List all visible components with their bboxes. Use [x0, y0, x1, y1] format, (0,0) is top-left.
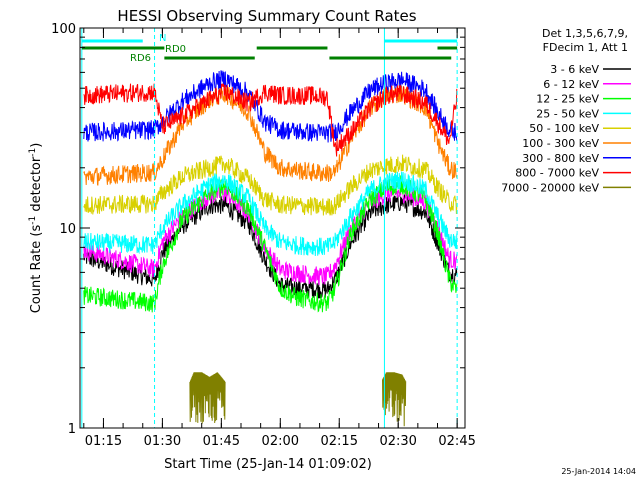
y-axis-label-end: ): [29, 143, 44, 148]
chart-title: HESSI Observing Summary Count Rates: [117, 7, 416, 25]
series-line-8-1: [382, 372, 407, 427]
y-axis-label-main: Count Rate (s: [29, 225, 44, 314]
series-line-0-0: [83, 193, 458, 299]
legend-label-6: 300 - 800 keV: [522, 152, 599, 165]
y-axis: 1 10 100: [51, 22, 465, 437]
legend-label-7: 800 - 7000 keV: [515, 167, 599, 180]
legend-label-5: 100 - 300 keV: [522, 137, 599, 150]
series-line-7-0: [83, 83, 458, 157]
legend-header-1: FDecim 1, Att 1: [543, 41, 628, 54]
x-tick-label-6: 02:45: [438, 434, 475, 449]
y-axis-label: Count Rate (s-1 detector-1): [28, 143, 44, 314]
y-axis-label-exponent-1: -1: [28, 216, 38, 225]
y-tick-label-2: 100: [51, 22, 76, 37]
y-axis-label-middle: detector: [29, 156, 44, 216]
x-axis: 01:15 01:30 01:45 02:00 02:15 02:30 02:45: [83, 28, 476, 449]
x-axis-label: Start Time (25-Jan-14 01:09:02): [164, 457, 372, 472]
y-tick-label-1: 10: [59, 222, 76, 237]
series-line-3-0: [83, 171, 458, 257]
series-layer: [83, 70, 458, 427]
x-tick-label-2: 01:45: [203, 434, 240, 449]
y-axis-label-exponent-2: -1: [28, 148, 38, 157]
legend-label-1: 6 - 12 keV: [543, 78, 599, 91]
footer-date: 25-Jan-2014 14:04: [561, 467, 636, 476]
flag-label-rd0: RD0: [165, 44, 186, 55]
flag-label-rd6: RD6: [130, 53, 151, 64]
x-tick-label-5: 02:30: [379, 434, 416, 449]
legend-label-2: 12 - 25 keV: [536, 93, 599, 106]
legend-label-8: 7000 - 20000 keV: [501, 181, 599, 194]
flag-label-n: N: [159, 33, 166, 44]
y-tick-label-0: 1: [68, 422, 76, 437]
x-tick-label-0: 01:15: [85, 434, 122, 449]
legend-header-0: Det 1,3,5,6,7,9,: [542, 27, 628, 40]
series-line-4-0: [83, 154, 458, 216]
x-tick-label-4: 02:15: [321, 434, 358, 449]
legend-label-0: 3 - 6 keV: [550, 63, 599, 76]
series-line-8-0: [189, 372, 226, 424]
legend-label-3: 25 - 50 keV: [536, 107, 599, 120]
x-tick-label-3: 02:00: [262, 434, 299, 449]
legend: Det 1,3,5,6,7,9,FDecim 1, Att 1 3 - 6 keV…: [501, 27, 631, 194]
series-line-6-0: [83, 70, 458, 143]
series-line-2-0: [83, 175, 458, 313]
legend-label-4: 50 - 100 keV: [529, 122, 599, 135]
x-tick-label-1: 01:30: [144, 434, 181, 449]
